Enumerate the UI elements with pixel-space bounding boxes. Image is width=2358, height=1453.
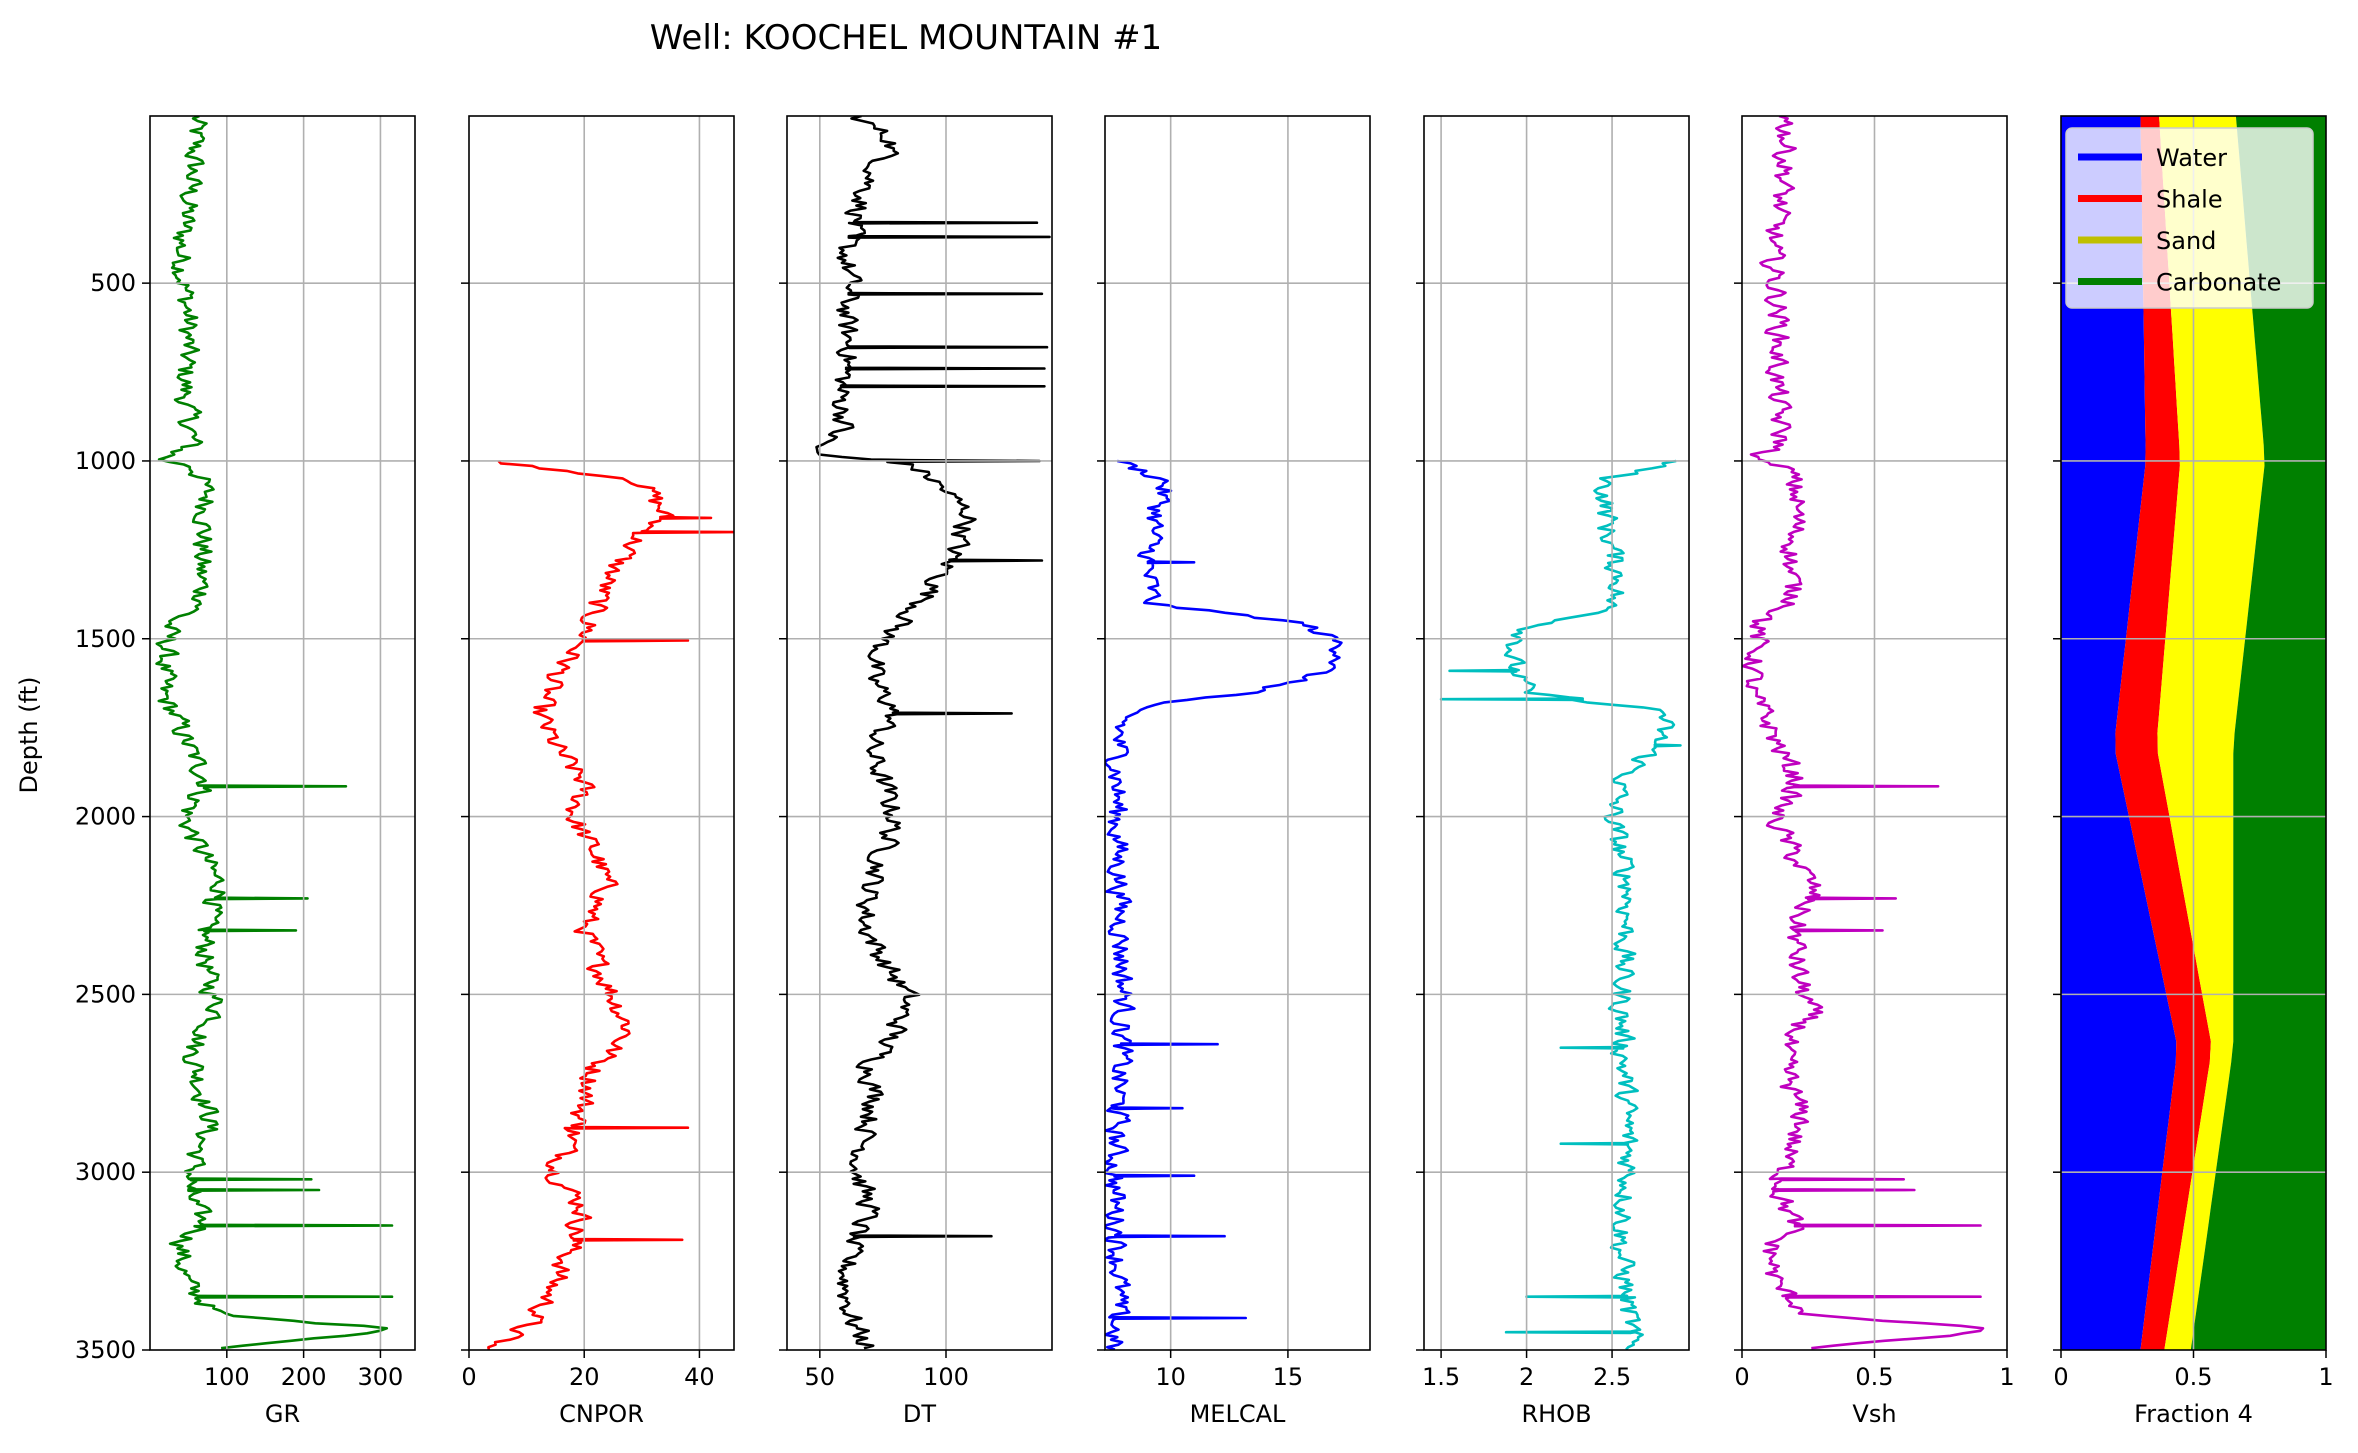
y-tick-label: 3500 (75, 1336, 136, 1364)
y-tick-label: 1000 (75, 447, 136, 475)
x-tick-label: 0.5 (2174, 1363, 2212, 1391)
track-vsh: 0 0.5 1 Vsh (1734, 115, 2015, 1428)
x-tick-label: 1 (1999, 1363, 2014, 1391)
track-gr: 100 200 300 500 1000 1500 2000 2500 3000 3500 GR (75, 115, 416, 1428)
grid (1742, 116, 2007, 1350)
x-tick-label: 0 (461, 1363, 476, 1391)
legend-label-sand: Sand (2156, 227, 2216, 255)
x-tick-label: 0 (1734, 1363, 1749, 1391)
track-plot-area (2061, 116, 2326, 1350)
log-curve-gr (155, 116, 394, 1350)
track-frame (1423, 115, 1690, 1351)
legend-label-water: Water (2156, 144, 2227, 172)
x-tick-label: 2.5 (1593, 1363, 1631, 1391)
grid (1424, 116, 1689, 1350)
area-water (2061, 116, 2177, 1350)
x-tick-label: 10 (1155, 1363, 1186, 1391)
x-tick-label: 100 (204, 1363, 250, 1391)
track-plot-area (815, 116, 1051, 1350)
log-curve-rhob (1439, 459, 1682, 1350)
track-frame (1104, 115, 1371, 1351)
x-tick-label: 20 (569, 1363, 600, 1391)
y-tick-label: 500 (90, 269, 136, 297)
x-tick-label: 1 (2318, 1363, 2333, 1391)
area-carbonate (2190, 116, 2326, 1350)
grid (787, 116, 1052, 1350)
track-dt: 50 100 DT (779, 115, 1053, 1428)
track-plot-area (155, 116, 394, 1350)
log-curve-cnpor (487, 460, 734, 1350)
x-tick-label: 1.5 (1422, 1363, 1460, 1391)
area-sand (2157, 116, 2265, 1350)
y-axis-label: Depth (ft) (15, 677, 43, 794)
legend: Water Shale Sand Carbonate (2065, 127, 2314, 309)
x-axis-label: DT (903, 1400, 936, 1428)
x-axis-label: Fraction 4 (2134, 1400, 2253, 1428)
y-tick-label: 3000 (75, 1158, 136, 1186)
figure-title: Well: KOOCHEL MOUNTAIN #1 (650, 18, 1162, 58)
x-tick-label: 40 (684, 1363, 715, 1391)
log-curve-dt (815, 116, 1051, 1350)
track-plot-area (1105, 459, 1343, 1350)
track-plot-area (487, 460, 734, 1350)
track-plot-area (1742, 116, 1985, 1350)
y-tick-label: 2000 (75, 803, 136, 831)
track-melcal: 10 15 MELCAL (1097, 115, 1371, 1428)
x-axis-label: RHOB (1521, 1400, 1591, 1428)
x-tick-label: 200 (281, 1363, 327, 1391)
x-tick-label: 50 (805, 1363, 836, 1391)
track-frame (786, 115, 1053, 1351)
legend-label-shale: Shale (2156, 186, 2223, 214)
track-frame (149, 115, 416, 1351)
x-tick-label: 0 (2053, 1363, 2068, 1391)
track-frame (468, 115, 735, 1351)
track-plot-area (1439, 459, 1682, 1350)
log-curve-vsh (1742, 116, 1985, 1350)
y-tick-label: 2500 (75, 980, 136, 1008)
track-fraction-4: 0 0.5 1 Fraction 4 Water Shale Sand Carbonate (2053, 115, 2334, 1428)
legend-box (2065, 127, 2314, 309)
x-axis-label: CNPOR (559, 1400, 644, 1428)
y-tick-label: 1500 (75, 625, 136, 653)
x-tick-label: 15 (1273, 1363, 1304, 1391)
x-tick-label: 100 (923, 1363, 969, 1391)
legend-label-carbonate: Carbonate (2156, 269, 2281, 297)
x-axis-label: MELCAL (1190, 1400, 1286, 1428)
log-curve-melcal (1105, 459, 1343, 1350)
area-shale (2115, 116, 2211, 1350)
track-cnpor: 0 20 40 CNPOR (461, 115, 735, 1428)
x-tick-label: 300 (358, 1363, 404, 1391)
x-tick-label: 0.5 (1855, 1363, 1893, 1391)
grid (1105, 116, 1370, 1350)
grid (469, 116, 734, 1350)
x-axis-label: Vsh (1852, 1400, 1896, 1428)
grid (150, 116, 415, 1350)
x-axis-label: GR (265, 1400, 300, 1428)
x-tick-label: 2 (1519, 1363, 1534, 1391)
